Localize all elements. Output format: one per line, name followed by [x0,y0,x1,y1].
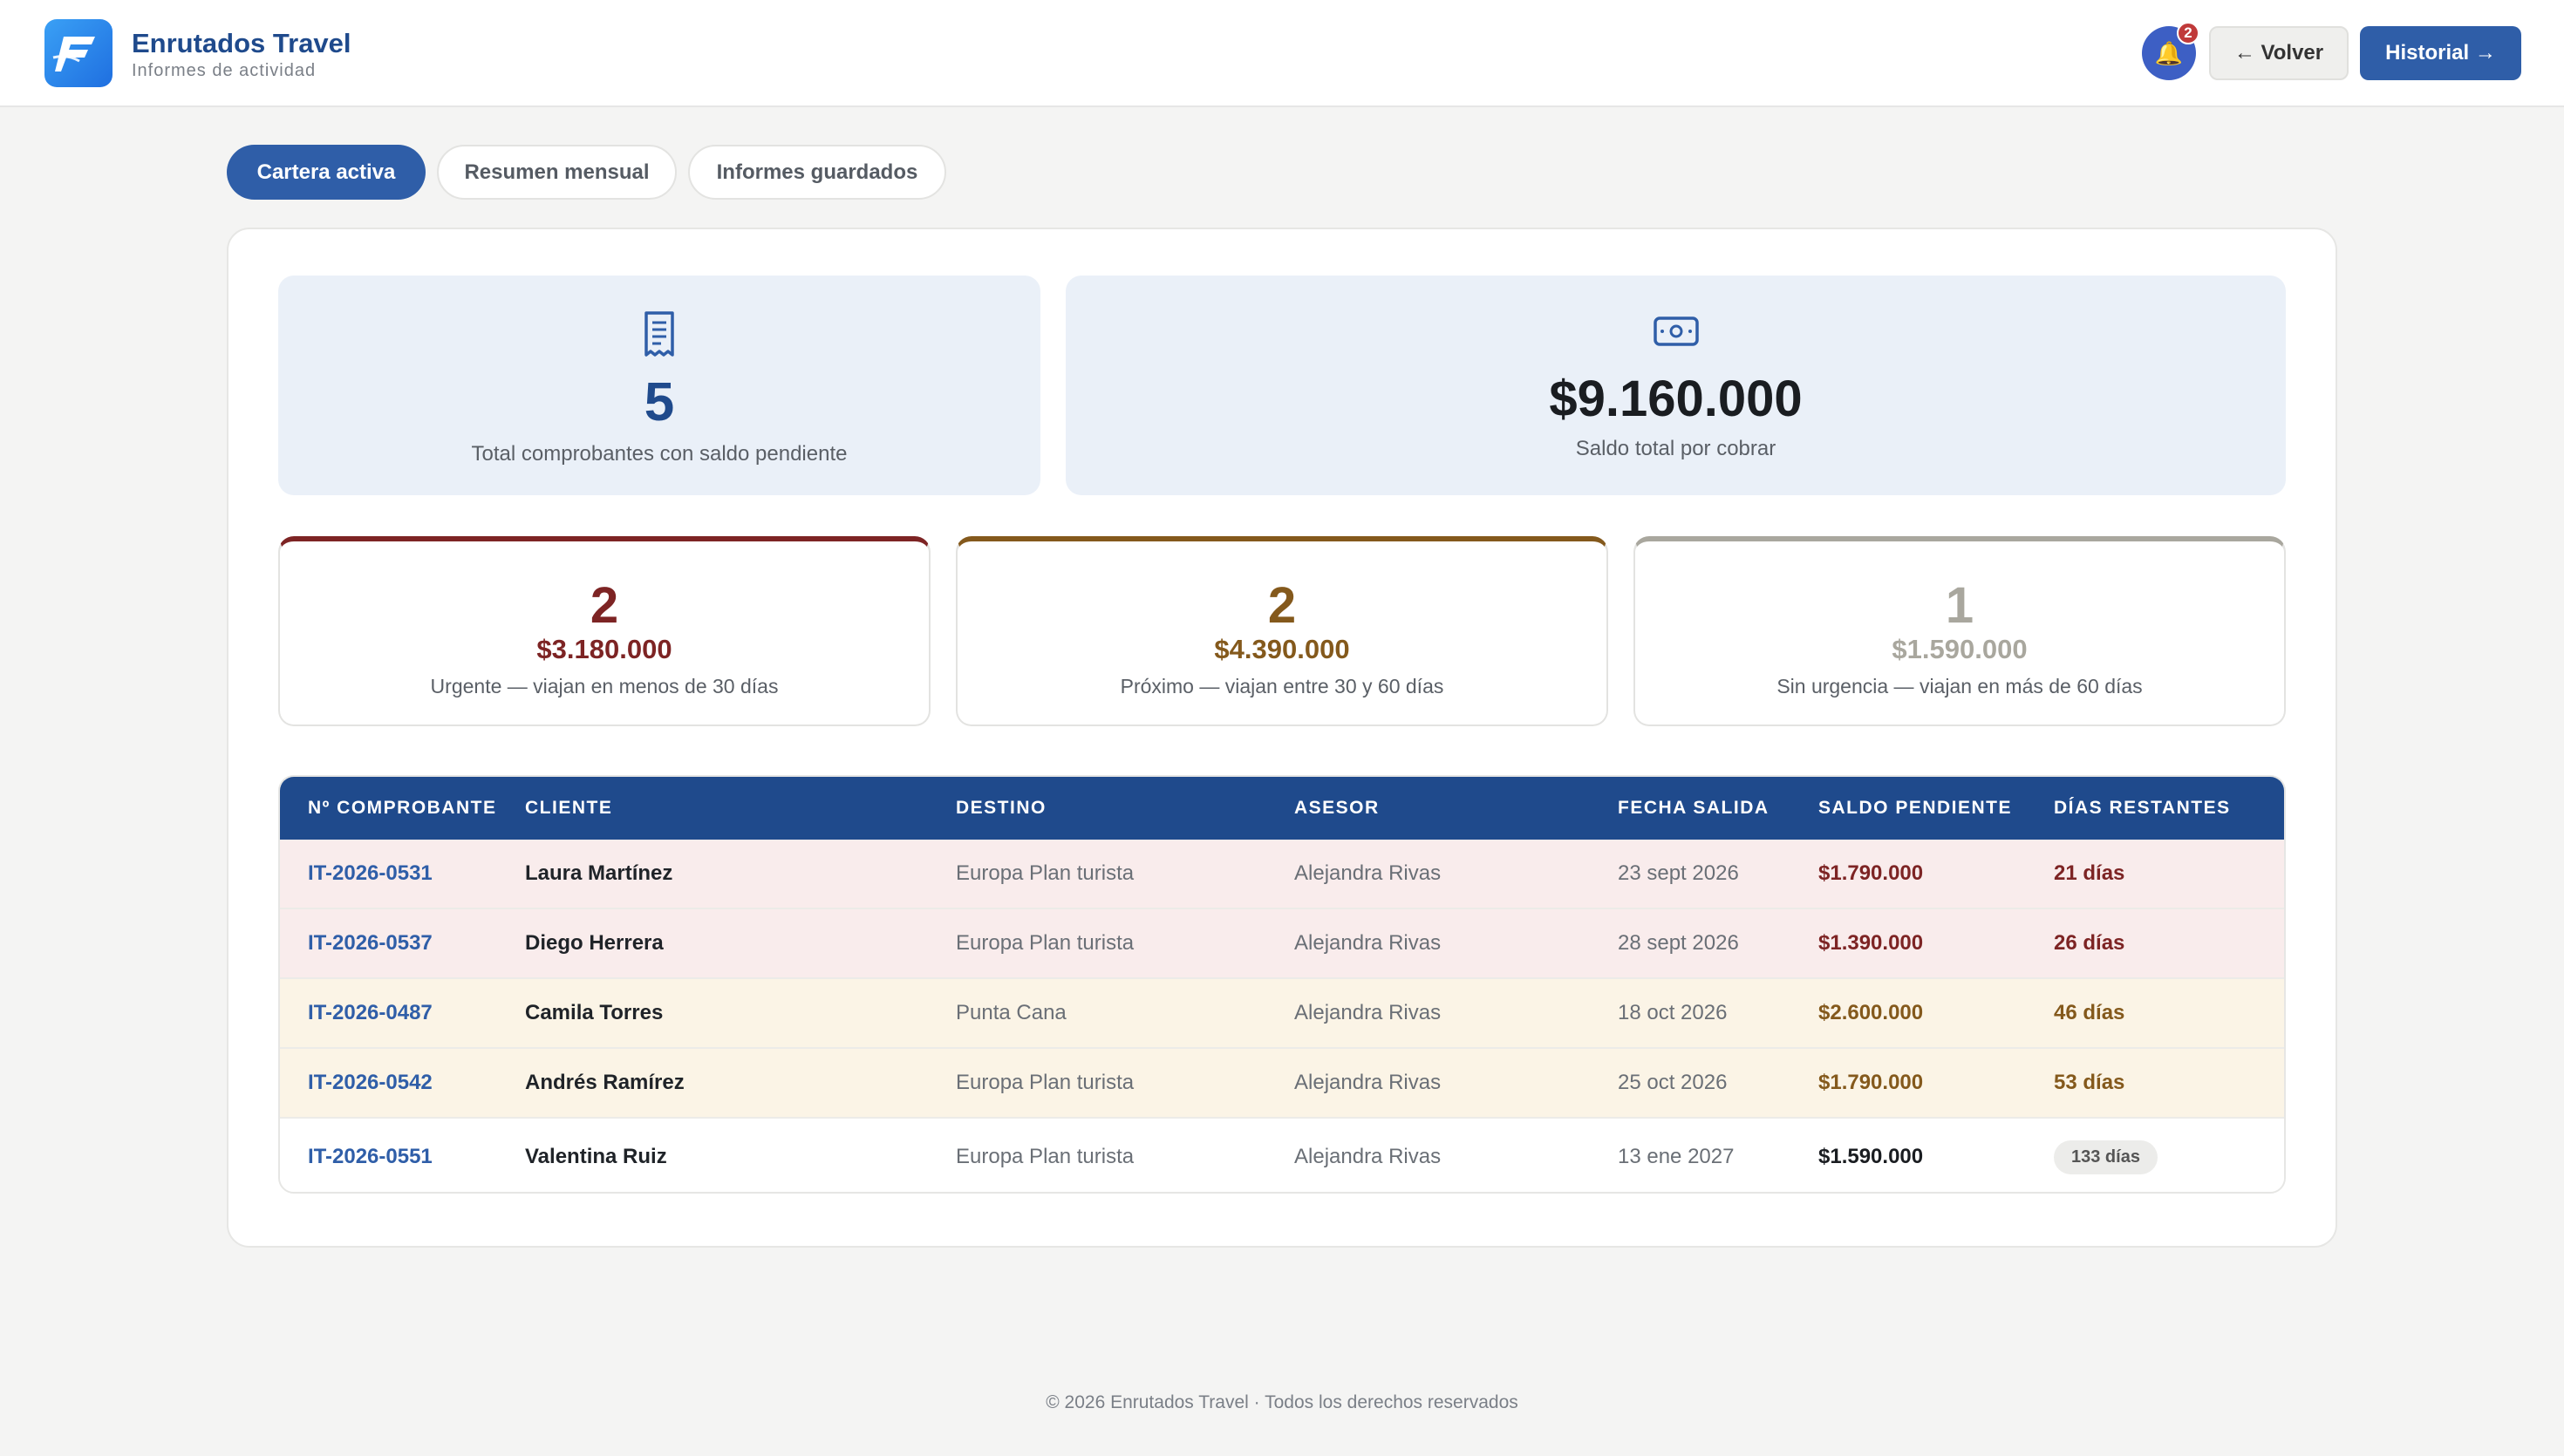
tier-later-label: Sin urgencia — viajan en más de 60 días [1776,675,2143,697]
days-remaining-cell: 133 días [2054,1119,2158,1192]
advisor: Alejandra Rivas [1294,931,1442,955]
departure-date: 23 sept 2026 [1618,861,1739,885]
brand-name: Enrutados Travel [132,28,351,58]
table-header: Nº COMPROBANTE CLIENTE DESTINO ASESOR FE… [280,777,2284,840]
departure-date: 28 sept 2026 [1618,931,1739,955]
total-balance: $9.160.000 [1549,371,1803,427]
tier-urgent-card[interactable]: 2 $3.180.000 Urgente — viajan en menos d… [278,536,931,726]
vouchers-label: Total comprobantes con saldo pendiente [471,442,848,466]
col-pending-balance[interactable]: SALDO PENDIENTE [1818,798,2013,818]
voucher-code-link[interactable]: IT-2026-0537 [308,931,433,955]
tier-urgent-count: 2 [590,577,619,634]
advisor: Alejandra Rivas [1294,1071,1442,1094]
tier-soon-label: Próximo — viajan entre 30 y 60 días [1120,675,1444,697]
pending-balance: $1.790.000 [1818,1071,1924,1094]
table-row[interactable]: IT-2026-0487 Camila Torres Punta Cana Al… [280,979,2284,1049]
vouchers-table: Nº COMPROBANTE CLIENTE DESTINO ASESOR FE… [278,775,2286,1194]
col-voucher-number[interactable]: Nº COMPROBANTE [308,798,497,818]
tier-later-amount: $1.590.000 [1892,634,2028,664]
advisor: Alejandra Rivas [1294,1001,1442,1024]
client-name: Andrés Ramírez [525,1071,685,1094]
voucher-code-link[interactable]: IT-2026-0487 [308,1001,433,1024]
tab-active-portfolio[interactable]: Cartera activa [227,145,426,200]
voucher-code-link[interactable]: IT-2026-0531 [308,861,433,885]
tier-soon-amount: $4.390.000 [1214,634,1350,664]
pending-balance: $1.590.000 [1818,1145,1924,1168]
notification-badge: 2 [2177,22,2199,44]
tier-soon-count: 2 [1267,577,1297,634]
departure-date: 18 oct 2026 [1618,1001,1728,1024]
advisor: Alejandra Rivas [1294,861,1442,885]
departure-date: 25 oct 2026 [1618,1071,1728,1094]
table-row[interactable]: IT-2026-0542 Andrés Ramírez Europa Plan … [280,1049,2284,1119]
brand-logo[interactable] [44,19,113,87]
balance-summary-card: $9.160.000 Saldo total por cobrar [1066,276,2286,495]
table-row[interactable]: IT-2026-0537 Diego Herrera Europa Plan t… [280,909,2284,979]
tab-monthly-summary[interactable]: Resumen mensual [437,145,677,200]
tier-soon-card[interactable]: 2 $4.390.000 Próximo — viajan entre 30 y… [956,536,1608,726]
vouchers-count: 5 [644,372,675,432]
client-name: Camila Torres [525,1001,664,1024]
brand-subtitle: Informes de actividad [132,61,317,80]
tier-later-card[interactable]: 1 $1.590.000 Sin urgencia — viajan en má… [1633,536,2286,726]
destination: Europa Plan turista [956,1071,1135,1094]
col-destination[interactable]: DESTINO [956,798,1047,818]
back-button[interactable]: ← Volver [2209,26,2349,80]
tier-urgent-amount: $3.180.000 [536,634,672,664]
pending-balance: $1.390.000 [1818,931,1924,955]
departure-date: 13 ene 2027 [1618,1145,1735,1168]
pending-balance: $1.790.000 [1818,861,1924,885]
client-name: Laura Martínez [525,861,673,885]
col-advisor[interactable]: ASESOR [1294,798,1380,818]
client-name: Diego Herrera [525,931,664,955]
balance-label: Saldo total por cobrar [1575,437,1776,460]
advisor: Alejandra Rivas [1294,1145,1442,1168]
table-row[interactable]: IT-2026-0551 Valentina Ruiz Europa Plan … [280,1119,2284,1192]
pending-balance: $2.600.000 [1818,1001,1924,1024]
voucher-code-link[interactable]: IT-2026-0542 [308,1071,433,1094]
col-days-remaining[interactable]: DÍAS RESTANTES [2054,798,2231,818]
vouchers-summary-card: 5 Total comprobantes con saldo pendiente [278,276,1040,495]
days-remaining: 46 días [2054,1001,2125,1024]
table-row[interactable]: IT-2026-0531 Laura Martínez Europa Plan … [280,840,2284,909]
destination: Punta Cana [956,1001,1067,1024]
tab-saved-reports[interactable]: Informes guardados [688,145,946,200]
col-client[interactable]: CLIENTE [525,798,613,818]
bell-icon: 🔔 [2154,39,2184,66]
destination: Europa Plan turista [956,1145,1135,1168]
col-departure-date[interactable]: FECHA SALIDA [1618,798,1770,818]
footer-copyright: © 2026 Enrutados Travel · Todos los dere… [1046,1392,1518,1412]
client-name: Valentina Ruiz [525,1145,667,1168]
days-remaining-badge: 133 días [2054,1140,2158,1174]
days-remaining: 53 días [2054,1071,2125,1094]
cash-icon [1066,316,2286,346]
receipt-icon [278,310,1040,357]
destination: Europa Plan turista [956,861,1135,885]
app-header: Enrutados Travel Informes de actividad 🔔… [0,0,2564,107]
days-remaining: 26 días [2054,931,2125,955]
days-remaining: 21 días [2054,861,2125,885]
history-button[interactable]: Historial → [2360,26,2521,80]
voucher-code-link[interactable]: IT-2026-0551 [308,1145,433,1168]
destination: Europa Plan turista [956,931,1135,955]
tier-later-count: 1 [1945,577,1974,634]
tier-urgent-label: Urgente — viajan en menos de 30 días [430,675,779,697]
